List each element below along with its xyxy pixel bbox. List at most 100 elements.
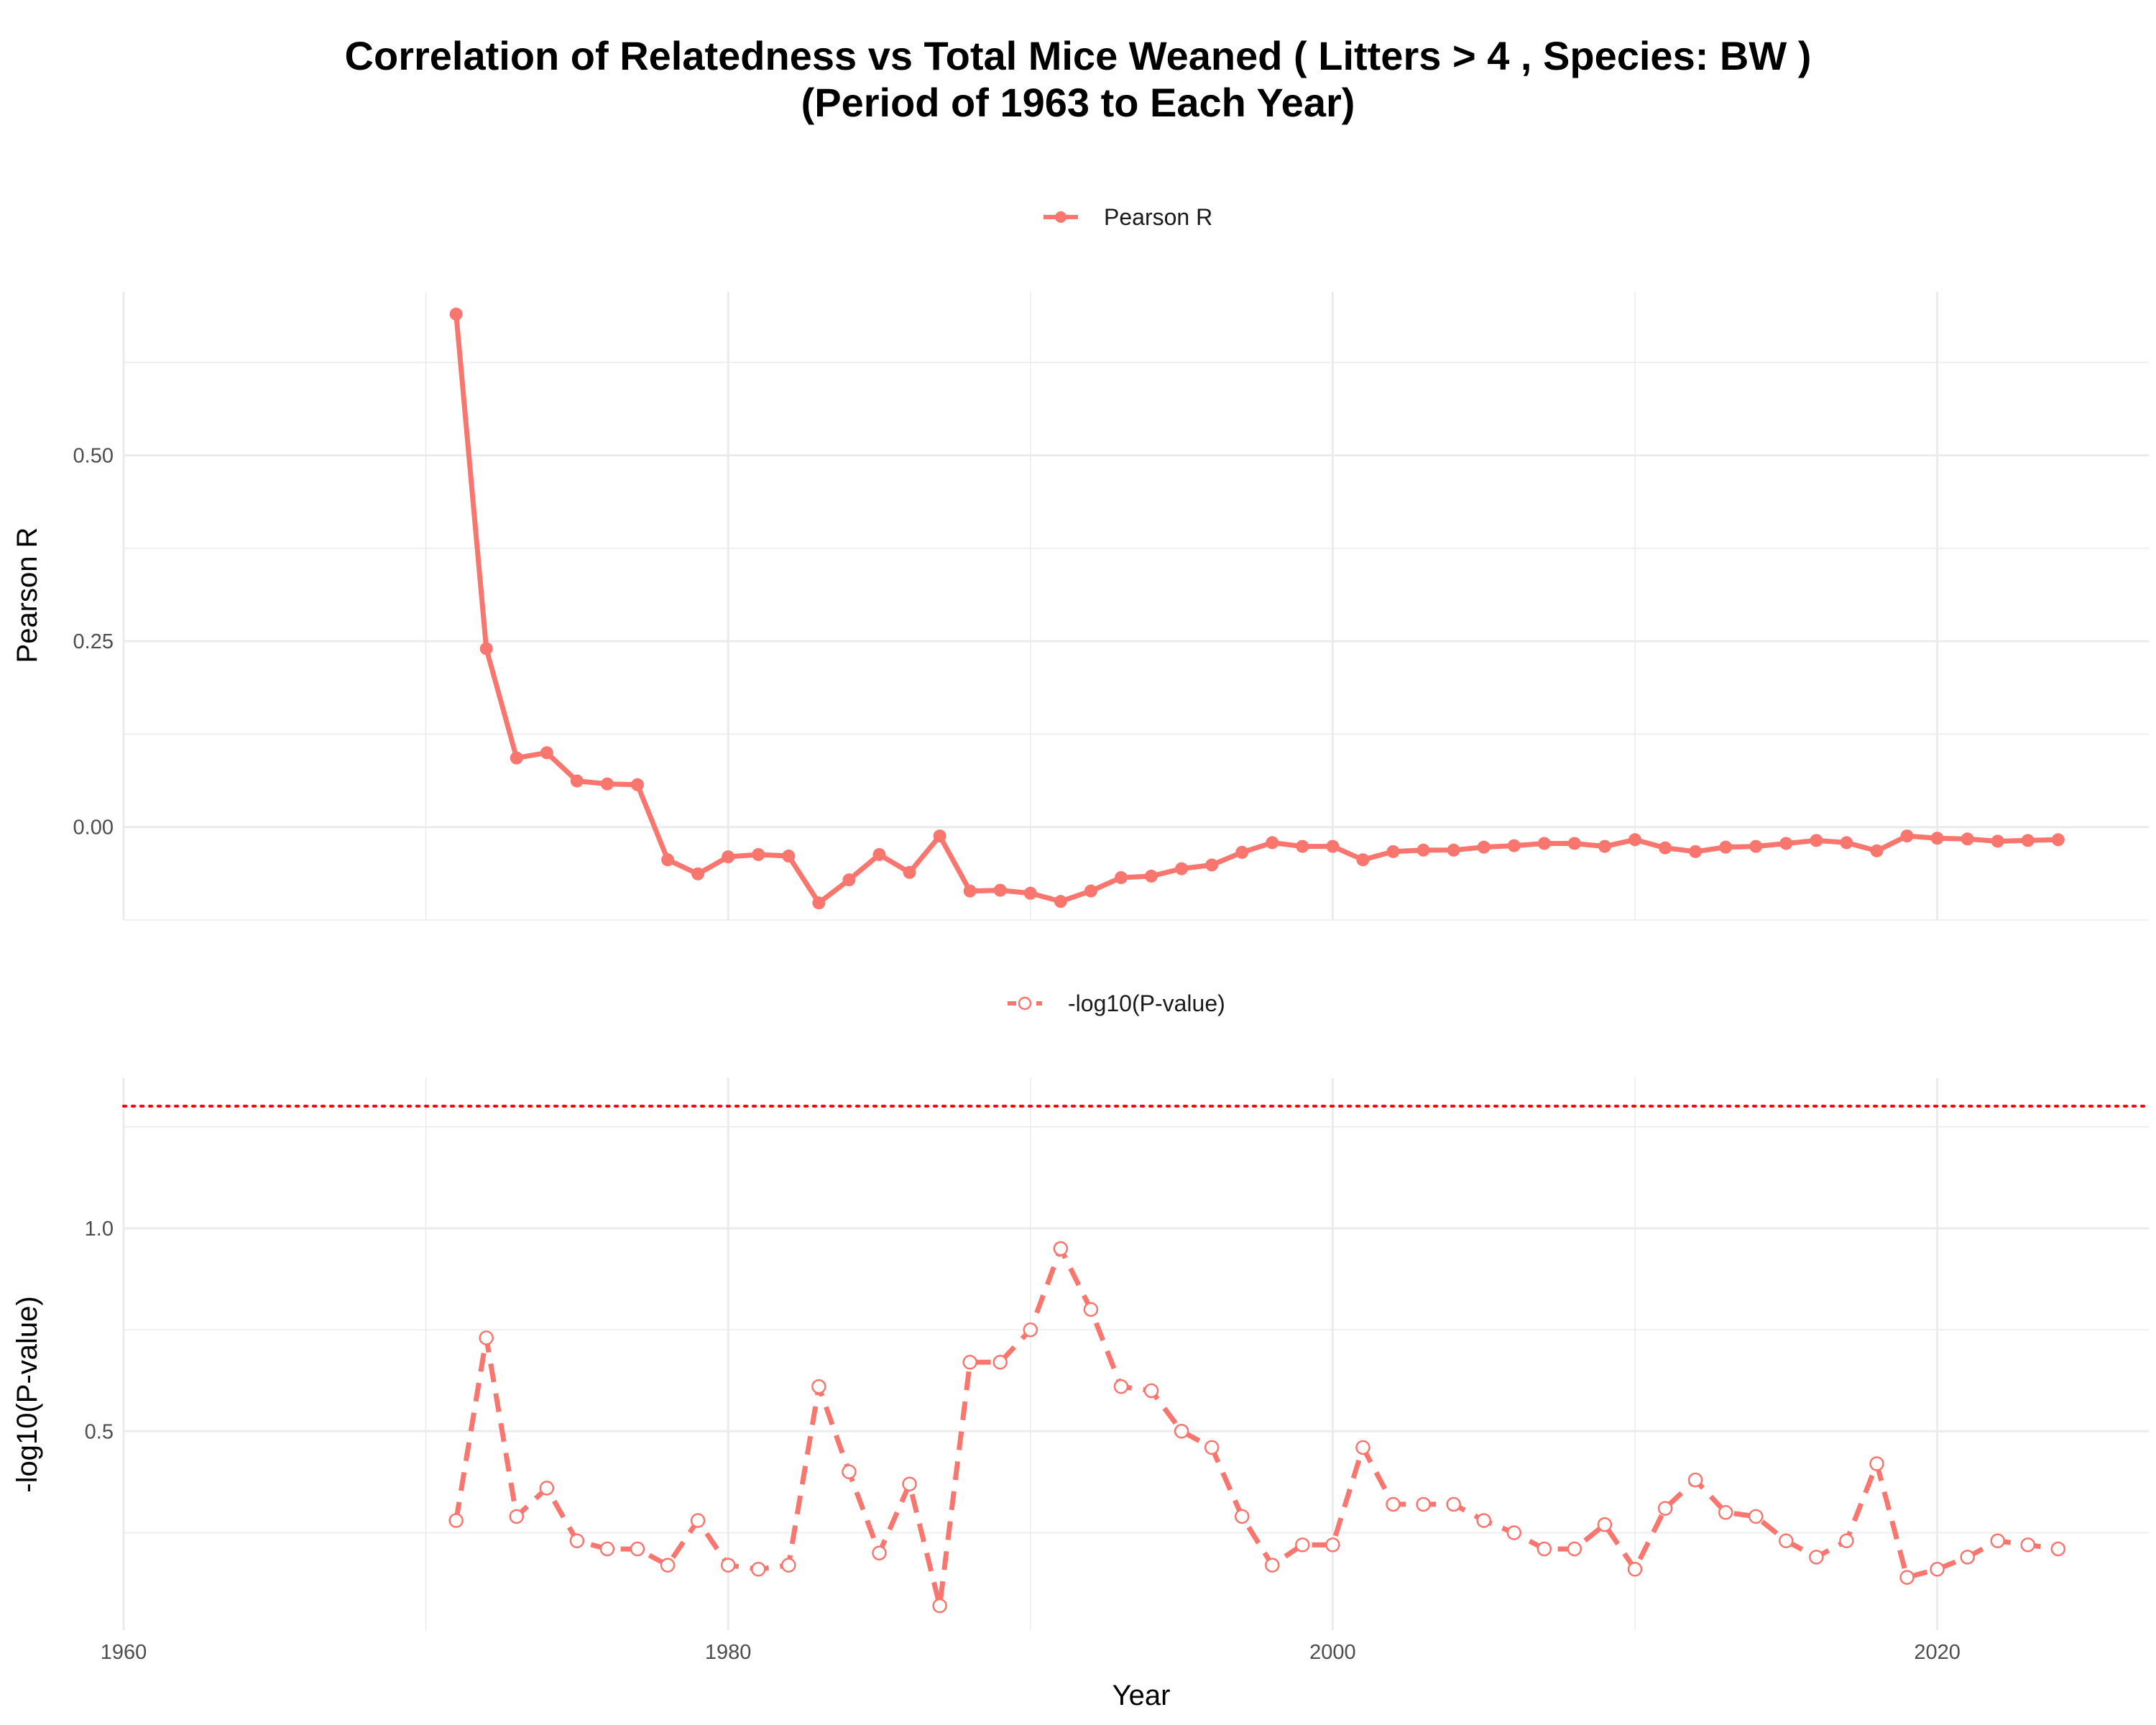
data-point-pearson-r: [1749, 840, 1763, 853]
data-point-log10-p-value: [509, 1509, 525, 1524]
data-point-pearson-r: [1900, 829, 1914, 843]
data-point-pearson-r: [1054, 895, 1067, 908]
data-point-pearson-r: [540, 746, 553, 760]
data-point-pearson-r: [1296, 840, 1309, 853]
data-point-log10-p-value: [1809, 1550, 1824, 1565]
data-point-pearson-r: [1023, 886, 1037, 900]
data-point-pearson-r: [1628, 833, 1641, 847]
data-point-pearson-r: [752, 847, 765, 861]
data-point-log10-p-value: [599, 1541, 615, 1557]
x-tick-label: 2020: [1914, 1641, 1961, 1664]
data-point-log10-p-value: [479, 1330, 494, 1346]
y-tick-label-log10-p-value: 0.5: [85, 1420, 114, 1443]
data-point-log10-p-value: [1839, 1533, 1854, 1549]
data-point-log10-p-value: [1657, 1501, 1673, 1516]
data-point-log10-p-value: [1113, 1379, 1129, 1394]
data-point-pearson-r: [449, 308, 463, 321]
data-point-log10-p-value: [1023, 1322, 1038, 1338]
data-point-pearson-r: [1507, 839, 1521, 852]
data-point-log10-p-value: [2020, 1537, 2036, 1552]
data-point-log10-p-value: [1960, 1550, 1975, 1565]
data-point-pearson-r: [2051, 833, 2065, 847]
data-point-pearson-r: [1205, 858, 1219, 872]
data-point-log10-p-value: [1718, 1504, 1733, 1520]
data-point-pearson-r: [631, 778, 645, 791]
data-point-pearson-r: [782, 850, 796, 863]
data-point-pearson-r: [872, 847, 886, 861]
legend-log10-p-value-label: -log10(P-value): [1068, 990, 1225, 1016]
data-point-log10-p-value: [1627, 1562, 1643, 1577]
data-point-pearson-r: [1598, 840, 1611, 853]
data-point-log10-p-value: [962, 1355, 977, 1370]
data-point-log10-p-value: [1325, 1537, 1340, 1552]
data-point-log10-p-value: [1869, 1456, 1884, 1471]
data-point-pearson-r: [1386, 845, 1400, 858]
data-point-pearson-r: [1447, 843, 1460, 857]
data-point-log10-p-value: [720, 1558, 736, 1573]
data-point-log10-p-value: [660, 1558, 676, 1573]
data-point-log10-p-value: [448, 1513, 464, 1528]
data-point-pearson-r: [1356, 853, 1370, 867]
data-point-log10-p-value: [1083, 1302, 1099, 1317]
data-point-pearson-r: [812, 896, 826, 910]
data-point-pearson-r: [1810, 834, 1823, 847]
data-point-log10-p-value: [539, 1481, 555, 1496]
data-point-log10-p-value: [1234, 1509, 1250, 1524]
data-point-log10-p-value: [1143, 1383, 1159, 1399]
data-point-pearson-r: [903, 865, 916, 879]
data-point-pearson-r: [1477, 840, 1491, 854]
data-point-log10-p-value: [1386, 1496, 1401, 1512]
legend-pearson-r-label: Pearson R: [1104, 204, 1212, 230]
data-point-log10-p-value: [2050, 1541, 2066, 1557]
chart-title-line-2: (Period of 1963 to Each Year): [801, 80, 1355, 125]
series-line-pearson-r: [453, 313, 2058, 906]
data-point-log10-p-value: [872, 1545, 887, 1560]
data-point-pearson-r: [1145, 869, 1158, 883]
data-point-pearson-r: [600, 777, 614, 791]
data-point-pearson-r: [842, 873, 856, 887]
data-point-pearson-r: [1961, 832, 1974, 846]
data-point-log10-p-value: [1990, 1533, 2005, 1549]
data-point-log10-p-value: [690, 1513, 706, 1528]
legend-log10-p-value: -log10(P-value): [1008, 990, 1225, 1016]
y-tick-label-log10-p-value: 1.0: [85, 1218, 114, 1241]
data-point-pearson-r: [933, 829, 946, 843]
data-point-log10-p-value: [751, 1562, 766, 1577]
data-point-pearson-r: [1689, 845, 1703, 858]
data-point-log10-p-value: [932, 1598, 947, 1614]
data-point-pearson-r: [2021, 834, 2035, 847]
data-point-log10-p-value: [1779, 1533, 1794, 1549]
data-point-log10-p-value: [1295, 1537, 1310, 1552]
y-tick-label-pearson-r: 0.50: [73, 445, 114, 468]
data-point-log10-p-value: [1506, 1525, 1521, 1540]
data-point-pearson-r: [661, 853, 675, 867]
data-point-log10-p-value: [1930, 1562, 1945, 1577]
data-point-log10-p-value: [811, 1379, 826, 1394]
data-point-log10-p-value: [630, 1541, 645, 1557]
x-tick-label: 1980: [705, 1641, 752, 1664]
data-point-log10-p-value: [1174, 1424, 1189, 1439]
data-point-log10-p-value: [1476, 1513, 1491, 1528]
data-point-pearson-r: [1537, 837, 1551, 850]
data-point-pearson-r: [1840, 836, 1853, 850]
data-point-log10-p-value: [1537, 1541, 1552, 1557]
data-point-log10-p-value: [902, 1476, 917, 1491]
data-point-log10-p-value: [1687, 1472, 1703, 1488]
data-point-pearson-r: [1235, 845, 1249, 859]
data-point-log10-p-value: [1597, 1517, 1613, 1532]
data-point-log10-p-value: [992, 1355, 1008, 1370]
data-point-pearson-r: [1870, 844, 1884, 857]
data-point-log10-p-value: [1053, 1241, 1069, 1256]
data-point-pearson-r: [1114, 871, 1128, 885]
data-point-pearson-r: [1326, 840, 1340, 853]
data-point-log10-p-value: [1446, 1496, 1461, 1512]
data-point-pearson-r: [1175, 862, 1189, 875]
data-point-log10-p-value: [842, 1464, 857, 1480]
data-point-pearson-r: [510, 751, 523, 765]
legend-pearson-r: Pearson R: [1044, 204, 1212, 230]
legend-log10-p-value-marker: [1018, 996, 1032, 1011]
data-point-log10-p-value: [1899, 1570, 1915, 1585]
data-point-log10-p-value: [1748, 1509, 1764, 1524]
data-point-pearson-r: [1930, 832, 1944, 845]
